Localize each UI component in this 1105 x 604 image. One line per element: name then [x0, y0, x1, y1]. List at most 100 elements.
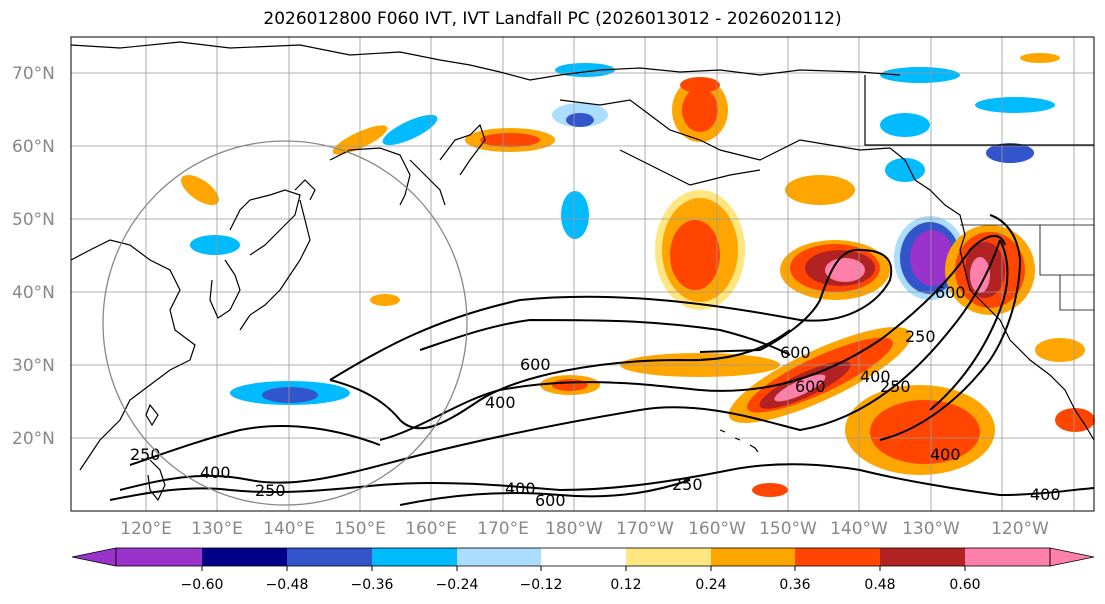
- shade-blob: [774, 374, 826, 402]
- lat-label: 70°N: [12, 64, 55, 84]
- colorbar-tick-label: 0.48: [864, 577, 895, 593]
- colorbar-tick-label: −0.48: [266, 577, 309, 593]
- shade-blob: [370, 294, 400, 306]
- shade-blob: [1020, 53, 1060, 63]
- border-canada: [864, 75, 1094, 146]
- coast-japan: [239, 199, 311, 331]
- shade-blob: [986, 143, 1034, 163]
- contour-label: 600: [535, 491, 566, 510]
- lon-label: 170°W: [616, 519, 674, 539]
- colorbar-bin: [795, 548, 880, 566]
- coast-arctic: [499, 67, 901, 81]
- colorbar-bin: [541, 548, 626, 566]
- shade-blob: [880, 67, 960, 83]
- coast-asia-north: [70, 41, 501, 73]
- colorbar-ticks: [201, 566, 966, 571]
- lon-label: 130°E: [191, 519, 243, 539]
- lon-label: 120°E: [120, 519, 172, 539]
- shade-blob: [552, 379, 588, 391]
- contour-label: 250: [880, 377, 911, 396]
- region-circle: [102, 140, 468, 506]
- contour-label: 600: [935, 283, 966, 302]
- contour-label: 600: [780, 343, 811, 362]
- shade-blob: [870, 400, 980, 464]
- shade-blob: [910, 230, 954, 286]
- lon-label: 150°E: [334, 519, 386, 539]
- colorbar-bin: [287, 548, 372, 566]
- colorbar-tick-label: −0.60: [181, 577, 224, 593]
- coast-korea: [209, 259, 241, 319]
- shade-blob: [1035, 338, 1085, 362]
- colorbar-extend-low: [71, 547, 117, 567]
- lat-label: 50°N: [12, 210, 55, 230]
- shade-blob: [382, 114, 438, 146]
- coast-hawaii: [719, 429, 759, 453]
- lat-label: 60°N: [12, 137, 55, 157]
- coast-east-asia: [70, 239, 196, 471]
- ivt-contour: [399, 479, 691, 506]
- colorbar-bin: [116, 548, 202, 566]
- ivt-contour: [879, 214, 1022, 441]
- colorbar-tick-label: 0.60: [949, 577, 980, 593]
- ivt-contour: [329, 248, 893, 381]
- contour-label: 400: [505, 479, 536, 498]
- lon-label: 160°E: [405, 519, 457, 539]
- coast-okhotsk: [329, 147, 446, 206]
- colorbar-extend-high: [1049, 547, 1095, 567]
- contour-label: 400: [1030, 485, 1061, 504]
- shade-blob: [561, 191, 589, 239]
- ivt-contour: [129, 425, 381, 466]
- colorbar-tick-label: 0.12: [610, 577, 641, 593]
- longitude-labels: 120°E 130°E 140°E 150°E 160°E 170°E 180°…: [120, 519, 1049, 539]
- shade-blob: [680, 77, 720, 93]
- lon-label: 130°W: [902, 519, 960, 539]
- lat-label: 20°N: [12, 429, 55, 449]
- border-states: [960, 224, 1094, 276]
- lon-label: 150°W: [759, 519, 817, 539]
- anomaly-shading: [181, 53, 1095, 497]
- lon-label: 140°W: [830, 519, 888, 539]
- coast-alaska: [559, 99, 916, 181]
- lon-label: 160°W: [688, 519, 746, 539]
- lon-label: 170°E: [477, 519, 529, 539]
- colorbar-tick-label: −0.36: [351, 577, 394, 593]
- colorbar-tick-label: −0.24: [436, 577, 479, 593]
- coast-north-america: [914, 179, 1095, 441]
- contour-label: 250: [130, 445, 161, 464]
- contour-label: 250: [905, 327, 936, 346]
- coast-aleutians: [619, 149, 761, 186]
- lat-label: 30°N: [12, 356, 55, 376]
- contour-label: 400: [930, 445, 961, 464]
- colorbar-bin: [880, 548, 965, 566]
- ivt-contour: [929, 239, 1009, 411]
- colorbar-bin: [202, 548, 287, 566]
- ivt-contour: [119, 239, 1001, 491]
- coast-kamchatka: [439, 123, 486, 176]
- colorbar-outline: [115, 547, 1051, 567]
- contour-labels: 600 600 600 400 400 400 400 250 250 250 …: [130, 283, 1061, 510]
- colorbar: −0.60 −0.48 −0.36 −0.24 −0.12 0.12 0.24 …: [71, 547, 1095, 593]
- shade-blob: [885, 158, 925, 182]
- colorbar-bin: [965, 548, 1050, 566]
- colorbar-tick-label: −0.12: [520, 577, 563, 593]
- colorbar-bin: [457, 548, 541, 566]
- lat-label: 40°N: [12, 283, 55, 303]
- shade-blob: [670, 220, 720, 290]
- shade-blob: [880, 113, 930, 137]
- map-title: 2026012800 F060 IVT, IVT Landfall PC (20…: [263, 9, 842, 29]
- shade-blob: [262, 387, 318, 403]
- lon-label: 140°E: [263, 519, 315, 539]
- contour-label: 400: [200, 463, 231, 482]
- coast-manchuria: [229, 189, 301, 256]
- shade-blob: [975, 97, 1055, 113]
- contour-label: 250: [672, 475, 703, 494]
- ivt-contour: [379, 235, 1006, 441]
- border-states: [1040, 224, 1094, 311]
- contour-label: 600: [795, 377, 826, 396]
- shade-blob: [970, 257, 990, 293]
- coast-taiwan: [145, 403, 159, 427]
- latitude-labels: 70°N 60°N 50°N 40°N 30°N 20°N: [12, 64, 55, 449]
- ivt-contour: [109, 463, 1095, 501]
- shade-blob: [1055, 408, 1095, 432]
